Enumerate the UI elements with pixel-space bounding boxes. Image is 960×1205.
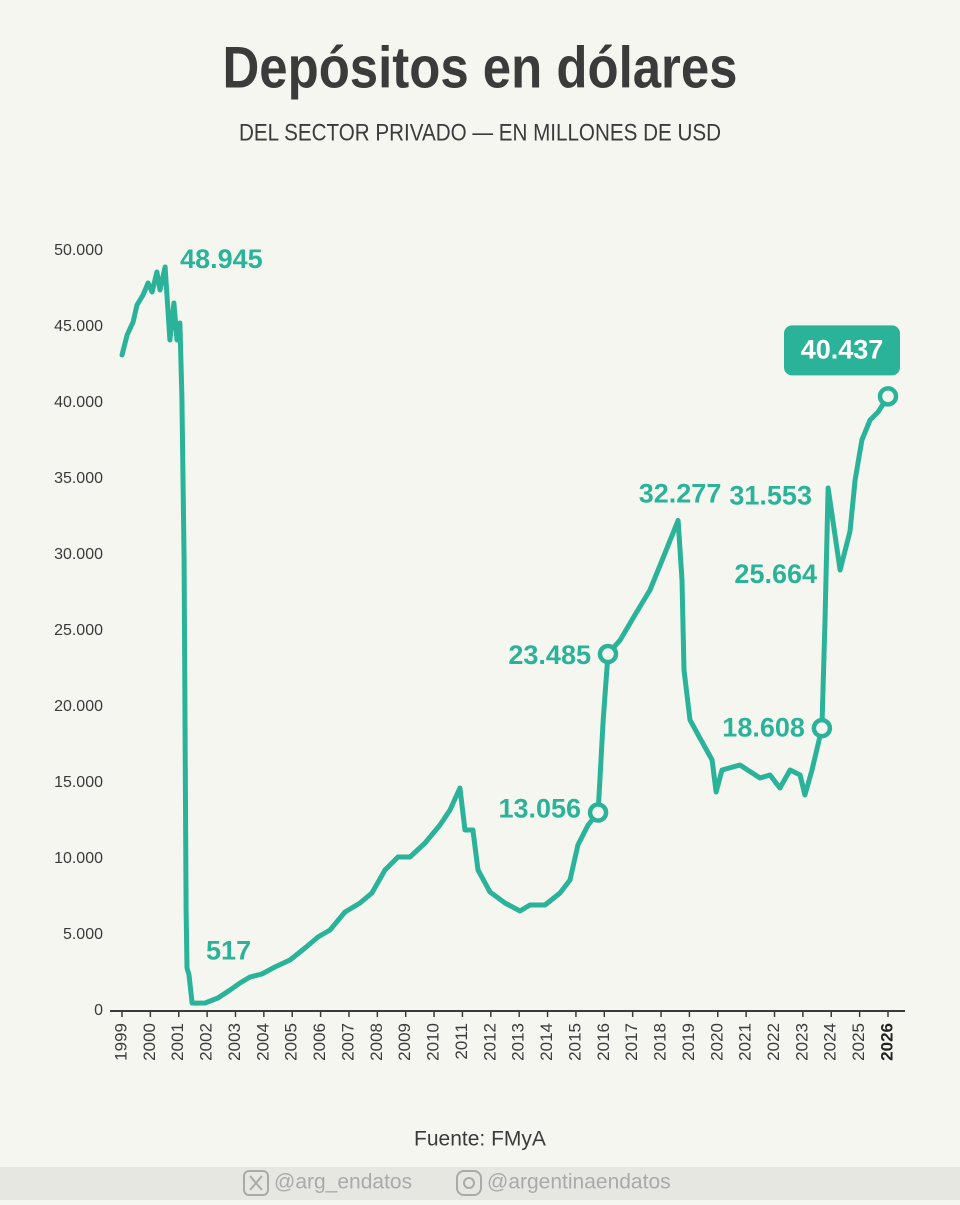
x-tick-label: 2008 <box>367 1023 386 1061</box>
x-tick-label: 2019 <box>679 1023 698 1061</box>
x-tick-label: 2011 <box>452 1023 471 1060</box>
instagram-icon <box>456 1170 482 1196</box>
x-tick-label: 2010 <box>424 1023 443 1061</box>
x-tick-label: 2021 <box>736 1023 755 1061</box>
x-tick-label: 2013 <box>509 1023 528 1061</box>
x-tick-label: 2016 <box>594 1023 613 1061</box>
x-tick-label: 2000 <box>140 1023 159 1061</box>
annotation-marker <box>811 717 833 739</box>
x-tick-label: 2004 <box>253 1023 272 1061</box>
y-tick-label: 0 <box>94 1002 103 1019</box>
y-tick-label: 15.000 <box>54 774 103 791</box>
x-tick-label: 2003 <box>225 1023 244 1061</box>
y-tick-label: 20.000 <box>54 698 103 715</box>
x-tick-label: 2022 <box>764 1023 783 1061</box>
annotation-marker <box>597 643 619 665</box>
annotation-label: 40.437 <box>801 334 884 364</box>
x-tick-label: 2018 <box>651 1023 670 1061</box>
x-tick-label: 1999 <box>111 1023 130 1061</box>
annotation-marker <box>877 386 899 407</box>
annotation-label: 18.608 <box>722 712 805 742</box>
series-line <box>119 264 891 1006</box>
x-icon <box>243 1170 269 1196</box>
x-tick-label: 2007 <box>338 1023 357 1061</box>
y-tick-label: 30.000 <box>54 546 103 563</box>
x-tick-label: 2017 <box>622 1023 641 1061</box>
y-tick-label: 25.000 <box>54 622 103 639</box>
footer-handle: @argentinaendatos <box>487 1171 671 1194</box>
y-tick-label: 35.000 <box>54 470 103 487</box>
chart-title: Depósitos en dólares <box>223 35 738 100</box>
footer-handle: @arg_endatos <box>274 1171 412 1194</box>
y-tick-label: 5.000 <box>63 926 103 943</box>
x-tick-label: 2026 <box>877 1023 896 1061</box>
annotation-label: 13.056 <box>498 794 581 824</box>
x-tick-label: 2002 <box>197 1023 216 1061</box>
x-tick-label: 2023 <box>792 1023 811 1061</box>
x-tick-label: 2015 <box>565 1023 584 1061</box>
y-tick-label: 50.000 <box>54 242 103 259</box>
annotation-label: 517 <box>206 935 251 965</box>
annotation-label: 23.485 <box>508 640 591 670</box>
annotation-box <box>784 325 900 376</box>
x-tick-label: 2001 <box>168 1023 187 1061</box>
annotation-label: 32.277 <box>639 479 722 509</box>
x-tick-label: 2024 <box>821 1023 840 1061</box>
y-tick-label: 10.000 <box>54 850 103 867</box>
x-tick-label: 2009 <box>395 1023 414 1061</box>
x-tick-label: 2025 <box>849 1023 868 1061</box>
x-tick-label: 2020 <box>707 1023 726 1061</box>
annotation-marker <box>587 802 609 823</box>
y-tick-label: 40.000 <box>54 394 103 411</box>
x-tick-label: 2014 <box>537 1023 556 1061</box>
chart-subtitle: DEL SECTOR PRIVADO — EN MILLONES DE USD <box>239 119 721 146</box>
annotation-label: 25.664 <box>734 559 817 589</box>
y-tick-label: 45.000 <box>54 318 103 335</box>
x-tick-label: 2012 <box>480 1023 499 1061</box>
annotation-label: 31.553 <box>729 481 812 511</box>
annotation-label: 48.945 <box>180 244 263 274</box>
x-tick-label: 2006 <box>310 1023 329 1061</box>
source: Fuente: FMyA <box>414 1128 546 1151</box>
x-tick-label: 2005 <box>282 1023 301 1061</box>
